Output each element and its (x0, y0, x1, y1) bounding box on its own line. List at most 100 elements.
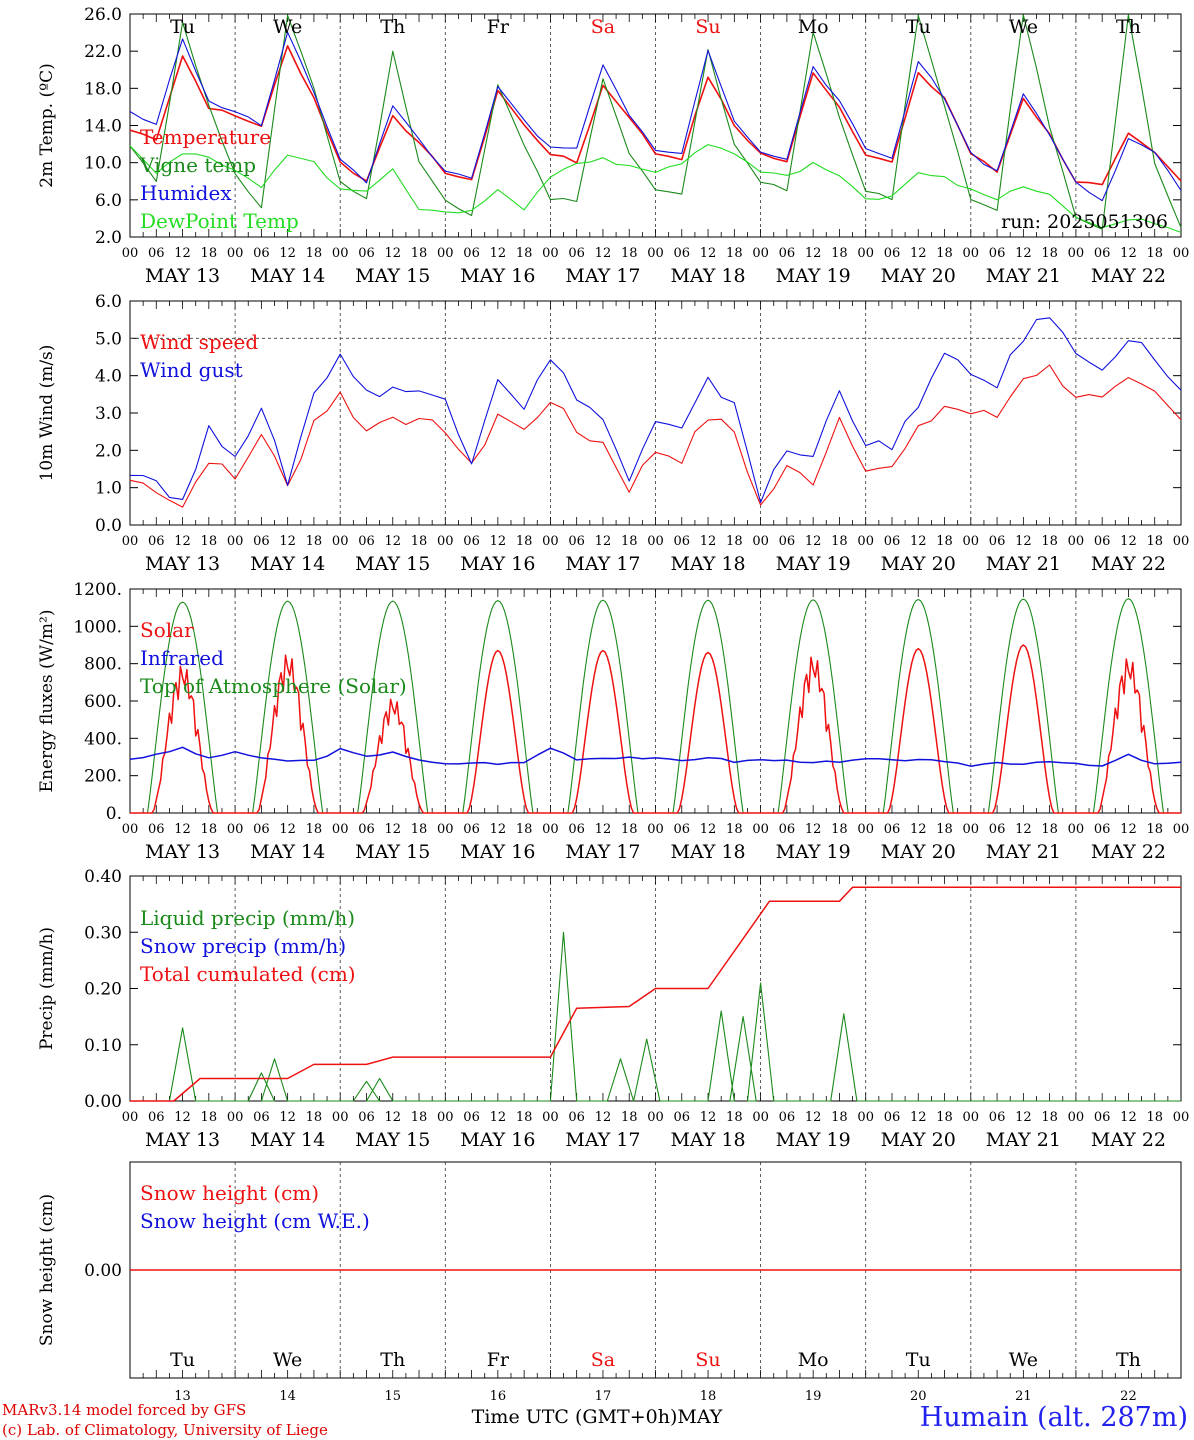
hour-tick-label: 12 (805, 246, 822, 261)
series-line-wind-speed (129, 364, 1182, 508)
hour-tick-label: 00 (857, 534, 874, 549)
hour-tick-label: 18 (201, 822, 218, 837)
hour-tick-label: 00 (542, 534, 559, 549)
weekday-label: We (273, 16, 302, 38)
hour-tick-label: 18 (411, 534, 428, 549)
date-label: MAY 22 (1091, 1129, 1166, 1151)
hour-tick-label: 00 (752, 1110, 769, 1125)
x-axis-title: Time UTC (GMT+0h)MAY (471, 1406, 723, 1428)
series-line-solar (130, 644, 1181, 814)
hour-tick-label: 06 (674, 1110, 691, 1125)
hour-tick-label: 12 (384, 246, 401, 261)
y-tick-label: 10.0 (84, 154, 122, 174)
weekday-label: We (1009, 16, 1038, 38)
series-line-wind-gust (129, 317, 1182, 504)
hour-tick-label: 00 (963, 822, 980, 837)
hour-tick-label: 18 (621, 822, 638, 837)
date-label: MAY 16 (460, 1129, 535, 1151)
hour-tick-label: 00 (647, 1110, 664, 1125)
legend-entry: Infrared (140, 646, 224, 670)
legend-entry: Wind gust (140, 358, 243, 382)
hour-tick-label: 18 (1146, 246, 1163, 261)
day-number-label: 22 (1120, 1389, 1137, 1404)
hour-tick-label: 18 (516, 1110, 533, 1125)
day-number-label: 20 (910, 1389, 927, 1404)
day-number-label: 14 (279, 1389, 296, 1404)
hour-tick-label: 12 (595, 534, 612, 549)
day-number-label: 16 (490, 1389, 507, 1404)
hour-tick-label: 18 (726, 822, 743, 837)
date-label: MAY 20 (881, 841, 956, 863)
legend-entry: Total cumulated (cm) (140, 962, 356, 986)
hour-tick-label: 12 (174, 1110, 191, 1125)
hour-tick-label: 12 (279, 534, 296, 549)
hour-tick-label: 06 (253, 1110, 270, 1125)
hour-tick-label: 18 (516, 822, 533, 837)
y-tick-label: 22.0 (84, 42, 122, 62)
y-axis-title: Energy fluxes (W/m²) (37, 610, 57, 793)
y-tick-label: 26.0 (84, 5, 122, 25)
date-label: MAY 15 (355, 553, 430, 575)
date-label: MAY 20 (881, 265, 956, 287)
hour-tick-label: 12 (1015, 822, 1032, 837)
hour-tick-label: 00 (1173, 822, 1190, 837)
y-tick-label: 5.0 (95, 329, 122, 349)
weekday-label: Su (695, 16, 720, 38)
hour-tick-label: 18 (1041, 534, 1058, 549)
y-tick-label: 200. (84, 767, 122, 787)
hour-tick-label: 18 (621, 534, 638, 549)
date-label: MAY 17 (565, 841, 640, 863)
y-tick-label: 4.0 (95, 367, 122, 387)
day-number-label: 15 (384, 1389, 401, 1404)
date-label: MAY 13 (145, 553, 220, 575)
hour-tick-label: 06 (358, 246, 375, 261)
hour-tick-label: 06 (884, 534, 901, 549)
hour-tick-label: 00 (437, 822, 454, 837)
hour-tick-label: 06 (674, 822, 691, 837)
hour-tick-label: 00 (122, 1110, 139, 1125)
hour-tick-label: 12 (1015, 534, 1032, 549)
hour-tick-label: 00 (227, 1110, 244, 1125)
hour-tick-label: 12 (1120, 534, 1137, 549)
series-line-temperature (129, 45, 1182, 186)
series-line-vigne-temp (129, 14, 1182, 230)
hour-tick-label: 12 (174, 534, 191, 549)
hour-tick-label: 06 (568, 1110, 585, 1125)
day-number-label: 18 (700, 1389, 717, 1404)
legend-entry: Solar (140, 618, 194, 642)
hour-tick-label: 06 (884, 822, 901, 837)
hour-tick-label: 00 (1173, 1110, 1190, 1125)
lab-credit: (c) Lab. of Climatology, University of L… (2, 1421, 328, 1439)
y-tick-label: 6.0 (95, 292, 122, 312)
hour-tick-label: 06 (253, 246, 270, 261)
day-number-label: 17 (595, 1389, 612, 1404)
model-credit: MARv3.14 model forced by GFS (2, 1401, 247, 1419)
hour-tick-label: 00 (542, 246, 559, 261)
hour-tick-label: 12 (490, 1110, 507, 1125)
weekday-label: Th (1116, 16, 1141, 38)
series-line-dewpoint-temp (129, 144, 1182, 233)
hour-tick-label: 06 (779, 822, 796, 837)
hour-tick-label: 00 (647, 246, 664, 261)
date-label: MAY 15 (355, 841, 430, 863)
hour-tick-label: 00 (963, 1110, 980, 1125)
hour-tick-label: 00 (542, 822, 559, 837)
date-label: MAY 14 (250, 553, 325, 575)
hour-tick-label: 00 (647, 534, 664, 549)
date-label: MAY 18 (670, 841, 745, 863)
date-label: MAY 16 (460, 553, 535, 575)
y-tick-label: 1.0 (95, 479, 122, 499)
weekday-label: We (1009, 1349, 1038, 1371)
hour-tick-label: 12 (384, 822, 401, 837)
hour-tick-label: 12 (384, 534, 401, 549)
hour-tick-label: 00 (122, 534, 139, 549)
hour-tick-label: 00 (332, 246, 349, 261)
panel-precip: 0.00 0.10 0.20 0.30 0.40 Precip (mm/h) 00 06 12 1… (37, 867, 1189, 1151)
hour-tick-label: 06 (148, 1110, 165, 1125)
hour-tick-label: 18 (201, 246, 218, 261)
hour-tick-label: 06 (568, 246, 585, 261)
panel-energy: 0. 200. 400. 600. 800. 1000. 1200. Energy fluxe… (37, 580, 1189, 863)
weekday-label: Mo (798, 16, 829, 38)
y-tick-label: 0.00 (84, 1092, 122, 1112)
hour-tick-label: 00 (227, 534, 244, 549)
